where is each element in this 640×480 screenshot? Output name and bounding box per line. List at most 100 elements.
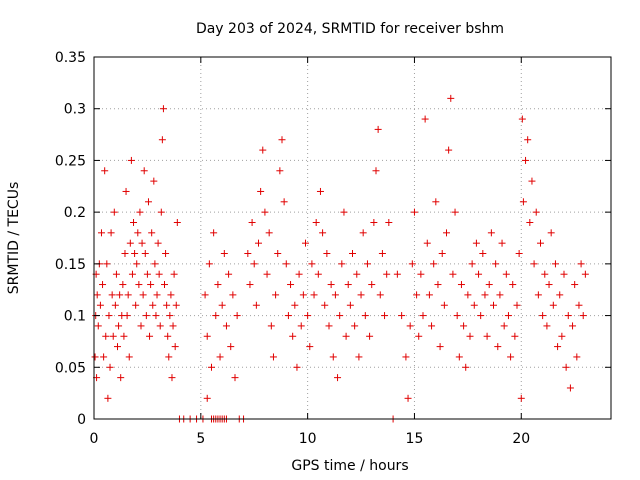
data-point <box>156 322 164 330</box>
data-point <box>451 208 459 216</box>
data-point <box>372 167 380 175</box>
data-point <box>126 239 134 247</box>
data-point <box>216 353 224 361</box>
data-point <box>293 363 301 371</box>
data-point <box>464 291 472 299</box>
data-point <box>265 229 273 237</box>
data-point <box>522 156 530 164</box>
data-point <box>214 281 222 289</box>
data-point <box>134 229 142 237</box>
data-point <box>410 208 418 216</box>
data-point <box>470 301 478 309</box>
data-point <box>123 312 131 320</box>
data-point <box>562 363 570 371</box>
data-point <box>477 312 485 320</box>
data-point <box>261 208 269 216</box>
grid <box>94 57 611 419</box>
data-point <box>299 291 307 299</box>
data-point <box>436 343 444 351</box>
data-point <box>321 301 329 309</box>
data-point <box>571 281 579 289</box>
data-point <box>248 218 256 226</box>
axis-ticks: 0 0.05 0.1 0.15 0.2 0.25 0.3 0.35 0 5 10 15 20 <box>55 50 611 447</box>
data-point <box>547 229 555 237</box>
chart-title: Day 203 of 2024, SRMTID for receiver bsh… <box>196 21 504 37</box>
data-point <box>419 312 427 320</box>
x-tick-label: 15 <box>406 431 424 447</box>
data-point <box>494 343 502 351</box>
data-point <box>212 312 220 320</box>
data-point <box>323 250 331 258</box>
data-point <box>485 281 493 289</box>
data-point <box>496 291 504 299</box>
data-point <box>295 270 303 278</box>
data-point <box>108 291 116 299</box>
data-point <box>573 353 581 361</box>
data-point <box>106 363 114 371</box>
data-point <box>169 322 177 330</box>
data-point <box>154 239 162 247</box>
x-axis-label: GPS time / hours <box>291 458 408 474</box>
data-point <box>518 115 526 123</box>
data-point <box>116 291 124 299</box>
data-point <box>203 332 211 340</box>
data-point <box>151 260 159 268</box>
data-point <box>385 218 393 226</box>
data-point <box>513 301 521 309</box>
data-point <box>99 281 107 289</box>
data-point <box>119 281 127 289</box>
data-point <box>97 229 105 237</box>
data-point <box>252 301 260 309</box>
data-point <box>383 270 391 278</box>
data-point <box>445 146 453 154</box>
data-point <box>229 291 237 299</box>
data-point <box>581 270 589 278</box>
data-point <box>515 250 523 258</box>
data-point <box>162 250 170 258</box>
y-tick-label: 0.1 <box>64 309 86 325</box>
data-point <box>267 322 275 330</box>
data-point <box>363 260 371 268</box>
data-point <box>135 281 143 289</box>
y-tick-label: 0 <box>77 412 86 428</box>
data-point <box>537 239 544 247</box>
data-point <box>284 312 292 320</box>
data-point <box>155 270 163 278</box>
data-point <box>569 322 577 330</box>
data-point <box>149 301 157 309</box>
data-point <box>530 260 538 268</box>
data-point <box>500 322 508 330</box>
data-point <box>128 270 136 278</box>
y-tick-label: 0.05 <box>55 360 86 376</box>
data-point <box>257 187 265 195</box>
data-point <box>316 187 324 195</box>
data-point <box>475 270 483 278</box>
data-point <box>255 239 262 247</box>
data-point <box>312 218 320 226</box>
data-point <box>203 394 211 402</box>
x-tick-label: 0 <box>90 431 99 447</box>
data-point <box>336 312 344 320</box>
data-point <box>551 260 559 268</box>
data-point <box>455 353 463 361</box>
data-point <box>152 312 160 320</box>
data-point <box>150 177 158 185</box>
data-point <box>94 322 102 330</box>
data-point <box>218 301 226 309</box>
data-point <box>519 198 527 206</box>
data-point <box>423 239 431 247</box>
data-point <box>225 270 233 278</box>
data-point <box>502 270 510 278</box>
data-point <box>115 322 123 330</box>
data-point <box>227 343 235 351</box>
data-point <box>487 229 495 237</box>
data-point <box>374 125 382 133</box>
data-point <box>406 322 414 330</box>
data-point <box>161 281 168 289</box>
data-point <box>103 260 111 268</box>
data-point <box>104 394 112 402</box>
data-point <box>167 291 175 299</box>
data-point <box>541 270 549 278</box>
data-point <box>481 291 489 299</box>
